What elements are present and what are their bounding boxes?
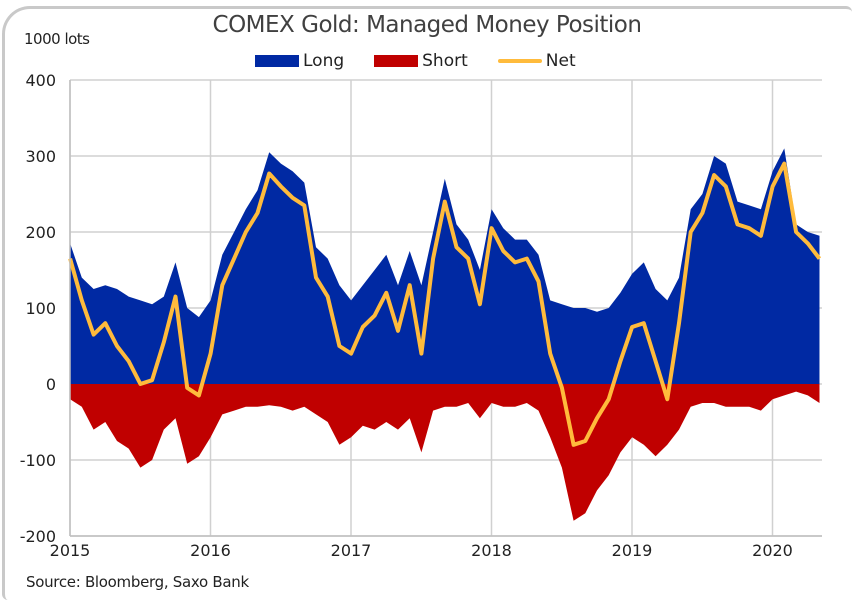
- x-tick-label: 2019: [612, 541, 653, 560]
- legend-swatch-short: [374, 55, 419, 67]
- x-tick-label: 2017: [331, 541, 372, 560]
- y-tick-label: -200: [20, 527, 56, 546]
- x-tick-label: 2016: [190, 541, 231, 560]
- legend-item-long: Long: [255, 51, 344, 71]
- chart-frame: [2, 6, 852, 600]
- legend-label-long: Long: [303, 51, 345, 71]
- y-tick-label: -100: [20, 451, 56, 470]
- legend-item-net: Net: [497, 51, 576, 71]
- legend-swatch-net: [497, 59, 542, 63]
- y-tick-label: 0: [46, 375, 56, 394]
- legend-label-short: Short: [422, 51, 468, 71]
- y-tick-label: 100: [25, 299, 56, 318]
- x-tick-label: 2018: [471, 541, 512, 560]
- short-area: [70, 384, 820, 521]
- legend-swatch-long: [255, 55, 299, 67]
- legend-item-short: Short: [374, 51, 468, 71]
- legend-label-net: Net: [545, 51, 576, 71]
- y-tick-label: 200: [25, 223, 56, 242]
- legend: Long Short Net: [255, 51, 576, 71]
- y-axis-unit-label: 1000 lots: [24, 30, 90, 48]
- chart-title: COMEX Gold: Managed Money Position: [212, 12, 642, 38]
- x-tick-label: 2015: [50, 541, 91, 560]
- y-tick-label: 300: [25, 147, 56, 166]
- source-note: Source: Bloomberg, Saxo Bank: [26, 573, 249, 591]
- y-tick-label: 400: [25, 71, 56, 90]
- x-tick-label: 2020: [752, 541, 793, 560]
